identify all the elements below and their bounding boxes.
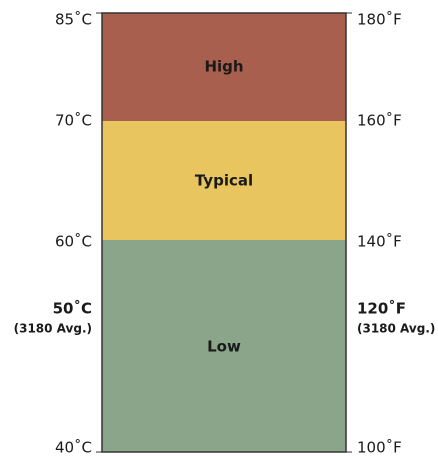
average-note: (3180 Avg.) xyxy=(357,322,435,336)
celsius-average: 50˚C xyxy=(53,300,92,318)
fahrenheit-label: 160˚F xyxy=(357,112,402,130)
celsius-label: 40˚C xyxy=(55,439,92,456)
celsius-label: 70˚C xyxy=(55,112,92,130)
fahrenheit-average: 120˚F xyxy=(357,300,406,318)
typical-zone xyxy=(102,121,346,240)
fahrenheit-label: 100˚F xyxy=(357,439,402,456)
frame xyxy=(101,12,347,453)
zone-label: Low xyxy=(207,338,241,356)
average-note: (3180 Avg.) xyxy=(14,322,92,336)
high-zone xyxy=(102,13,346,121)
low-zone xyxy=(102,240,346,452)
fahrenheit-label: 140˚F xyxy=(357,233,402,251)
fahrenheit-label: 180˚F xyxy=(357,11,402,29)
zone-label: High xyxy=(204,58,243,76)
celsius-label: 85˚C xyxy=(55,11,92,29)
zone-label: Typical xyxy=(195,172,253,190)
celsius-label: 60˚C xyxy=(55,233,92,251)
ticks xyxy=(96,12,352,453)
